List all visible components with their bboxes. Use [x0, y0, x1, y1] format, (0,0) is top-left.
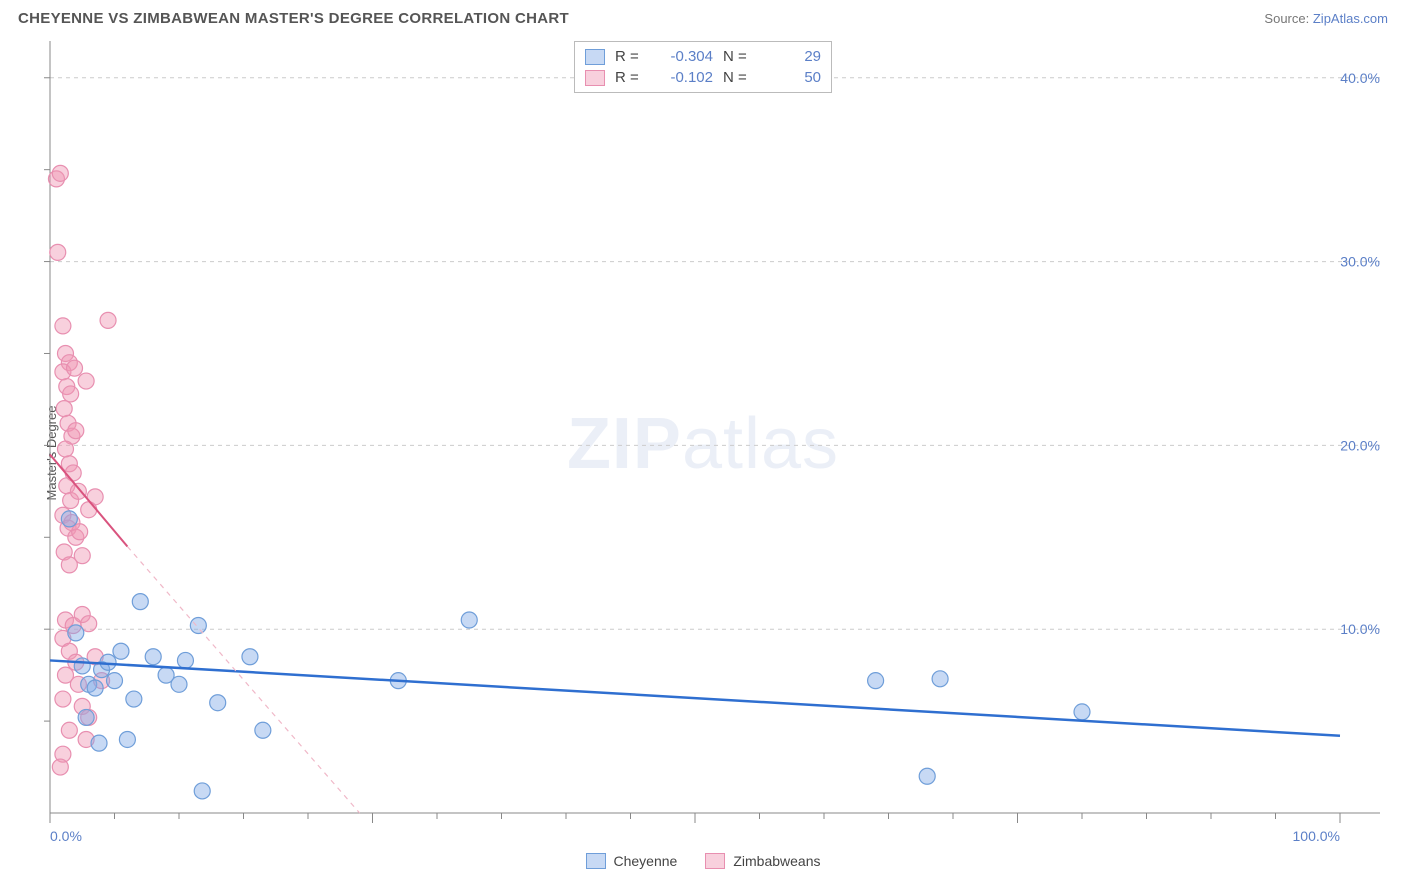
- bottom-legend: Cheyenne Zimbabweans: [0, 853, 1406, 869]
- swatch-zimbabweans: [585, 70, 605, 86]
- n-label: N =: [723, 48, 751, 65]
- gridlines: [50, 78, 1380, 629]
- legend-item-zimbabweans: Zimbabweans: [705, 853, 820, 869]
- chart-header: CHEYENNE VS ZIMBABWEAN MASTER'S DEGREE C…: [0, 0, 1406, 33]
- n-val-cheyenne: 29: [761, 48, 821, 65]
- r-label: R =: [615, 48, 643, 65]
- svg-text:40.0%: 40.0%: [1340, 70, 1380, 86]
- chart-area: Master's Degree ZIPatlas 0.0%100.0%10.0%…: [0, 33, 1406, 873]
- data-points: [48, 165, 1090, 799]
- swatch-cheyenne: [585, 49, 605, 65]
- chart-source: Source: ZipAtlas.com: [1264, 11, 1388, 26]
- chart-title: CHEYENNE VS ZIMBABWEAN MASTER'S DEGREE C…: [18, 10, 569, 27]
- scatter-plot: 0.0% 100.0% 10.0% 20.0% 30.0% 40.0%: [0, 33, 1406, 873]
- source-label: Source:: [1264, 11, 1309, 26]
- axis-tick-labels: 0.0% 100.0% 10.0% 20.0% 30.0% 40.0%: [50, 70, 1380, 844]
- stats-row-cheyenne: R = -0.304 N = 29: [585, 46, 821, 67]
- swatch-cheyenne: [586, 853, 606, 869]
- svg-text:100.0%: 100.0%: [1293, 828, 1340, 844]
- stats-legend: R = -0.304 N = 29 R = -0.102 N = 50: [574, 41, 832, 93]
- swatch-zimbabweans: [705, 853, 725, 869]
- r-val-cheyenne: -0.304: [653, 48, 713, 65]
- legend-item-cheyenne: Cheyenne: [586, 853, 678, 869]
- svg-text:20.0%: 20.0%: [1340, 437, 1380, 453]
- n-val-zimbabweans: 50: [761, 69, 821, 86]
- legend-label-cheyenne: Cheyenne: [614, 853, 678, 869]
- r-label: R =: [615, 69, 643, 86]
- n-label: N =: [723, 69, 751, 86]
- legend-label-zimbabweans: Zimbabweans: [733, 853, 820, 869]
- svg-text:30.0%: 30.0%: [1340, 254, 1380, 270]
- svg-text:0.0%: 0.0%: [50, 828, 82, 844]
- svg-text:10.0%: 10.0%: [1340, 621, 1380, 637]
- trend-lines: [50, 455, 1340, 813]
- axes: [44, 41, 1380, 823]
- source-link[interactable]: ZipAtlas.com: [1313, 11, 1388, 26]
- stats-row-zimbabweans: R = -0.102 N = 50: [585, 67, 821, 88]
- r-val-zimbabweans: -0.102: [653, 69, 713, 86]
